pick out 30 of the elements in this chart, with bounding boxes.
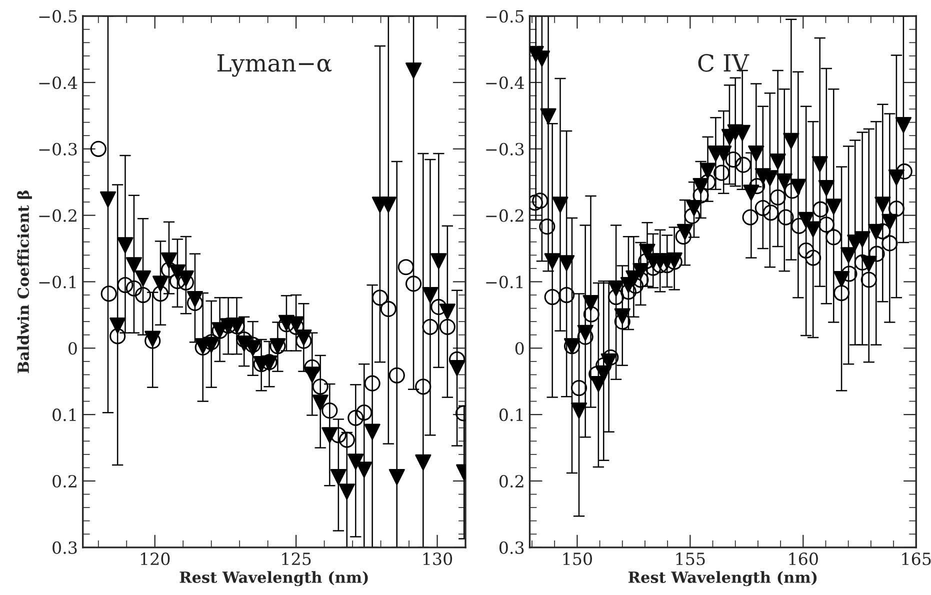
y-tick-label: −0.1 — [486, 276, 523, 288]
y-tick-label: 0.2 — [499, 474, 524, 488]
y-tick-label: −0.5 — [39, 10, 77, 23]
x-tick-label: 150 — [563, 552, 592, 566]
x-tick-label: 130 — [423, 552, 452, 566]
x-axis-title: Rest Wavelength (nm) — [180, 571, 368, 586]
x-axis-title: Rest Wavelength (nm) — [628, 571, 817, 586]
y-tick-label: −0.1 — [39, 276, 76, 288]
y-tick-label: 0.1 — [52, 408, 76, 422]
y-tick-label: −0.3 — [39, 142, 77, 156]
text: Lyman−α — [217, 54, 332, 77]
y-tick-label: 0.2 — [52, 474, 76, 488]
x-tick-label: 155 — [676, 552, 705, 566]
y-tick-label: −0.4 — [39, 76, 78, 90]
y-axis-title: Baldwin Coefficient β — [17, 190, 32, 374]
y-tick-label: 0 — [515, 342, 524, 355]
x-tick-label: 120 — [140, 552, 170, 566]
text: C IV — [698, 54, 750, 72]
x-tick-label: 160 — [789, 552, 818, 566]
x-tick-label: 165 — [902, 552, 931, 566]
y-tick-label: −0.3 — [486, 142, 524, 156]
y-tick-label: −0.2 — [486, 209, 524, 222]
y-tick-label: 0.3 — [499, 541, 524, 554]
y-tick-label: 0.3 — [52, 541, 77, 554]
y-tick-label: −0.5 — [486, 10, 524, 23]
y-tick-label: −0.4 — [486, 76, 524, 90]
y-tick-label: 0.1 — [499, 408, 523, 422]
y-tick-label: 0 — [68, 342, 77, 355]
y-tick-label: −0.2 — [39, 209, 76, 222]
x-tick-label: 125 — [282, 552, 311, 566]
